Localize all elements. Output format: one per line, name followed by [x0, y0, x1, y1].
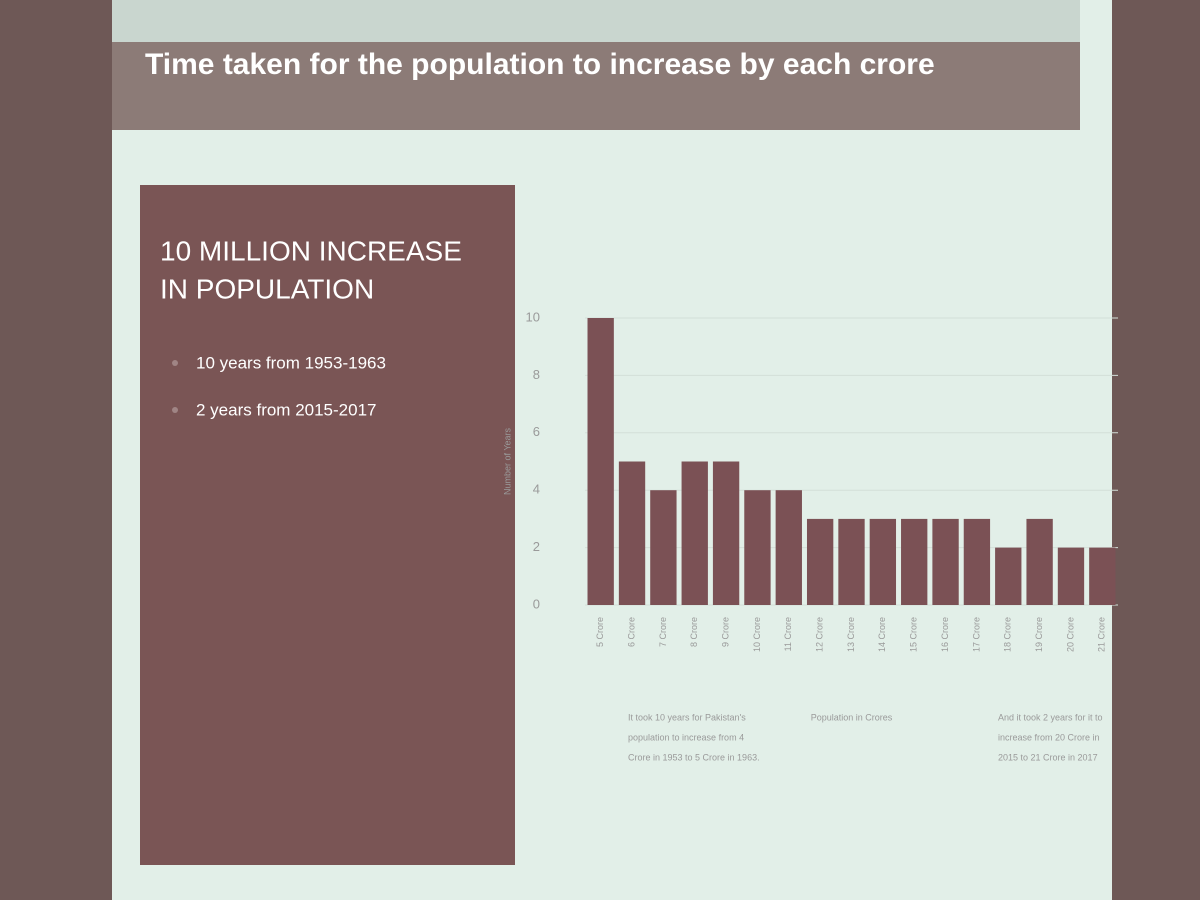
annotation: And it took 2 years for it to: [998, 712, 1103, 722]
bullet: 10 years from 1953-1963: [196, 353, 386, 372]
x-tick-label: 18 Crore: [1003, 617, 1013, 652]
x-tick-label: 6 Crore: [626, 617, 636, 647]
left-panel: [140, 185, 515, 865]
x-tick-label: 19 Crore: [1034, 617, 1044, 652]
bar: [932, 518, 959, 605]
y-tick-label: 2: [533, 539, 540, 554]
x-tick-label: 14 Crore: [877, 617, 887, 652]
y-axis-label: Number of Years: [502, 427, 512, 495]
x-tick-label: 9 Crore: [720, 617, 730, 647]
bar: [618, 461, 646, 605]
bullet-dot: [172, 407, 178, 413]
bar: [587, 318, 614, 605]
bar: [1057, 547, 1085, 605]
bar: [681, 461, 708, 605]
y-tick-label: 8: [533, 367, 540, 382]
slide-title: Time taken for the population to increas…: [145, 48, 935, 81]
bar: [869, 518, 897, 605]
annotation: 2015 to 21 Crore in 2017: [998, 752, 1098, 762]
y-tick-label: 4: [533, 482, 540, 497]
bullet: 2 years from 2015-2017: [196, 400, 377, 419]
x-axis-label: Population in Crores: [811, 712, 893, 722]
x-tick-label: 15 Crore: [909, 617, 919, 652]
x-tick-label: 17 Crore: [971, 617, 981, 652]
bar: [1089, 547, 1116, 605]
bar: [963, 518, 991, 605]
x-tick-label: 7 Crore: [658, 617, 668, 647]
x-tick-label: 12 Crore: [815, 617, 825, 652]
x-tick-label: 21 Crore: [1097, 617, 1107, 652]
x-tick-label: 20 Crore: [1065, 617, 1075, 652]
chart: 0 2 4 6 8 10 Number of Years 5 Crore 6 Crore 7 Cr…: [502, 309, 1118, 762]
x-tick-label: 11 Crore: [783, 617, 793, 651]
y-tick-label: 10: [526, 309, 540, 324]
x-tick-label: 8 Crore: [689, 617, 699, 647]
bar: [775, 490, 802, 605]
annotation: increase from 20 Crore in: [998, 732, 1100, 742]
annotation: It took 10 years for Pakistan's: [628, 712, 746, 722]
bar: [995, 547, 1022, 605]
panel-heading: 10 MILLION INCREASE: [160, 235, 462, 266]
annotation: population to increase from 4: [628, 732, 744, 742]
bar: [650, 490, 677, 605]
bar: [901, 518, 928, 605]
bullet-dot: [172, 360, 178, 366]
y-tick-label: 0: [533, 596, 540, 611]
bar: [712, 461, 740, 605]
x-tick-label: 16 Crore: [940, 617, 950, 652]
bar: [1026, 518, 1053, 605]
x-tick-label: 10 Crore: [752, 617, 762, 652]
x-tick-label: 13 Crore: [846, 617, 856, 652]
bar: [838, 518, 865, 605]
x-tick-label: 5 Crore: [595, 617, 605, 647]
header-top: [112, 0, 1080, 42]
y-tick-label: 6: [533, 424, 540, 439]
panel-heading: IN POPULATION: [160, 273, 374, 304]
bar: [744, 490, 771, 605]
bar: [806, 518, 834, 605]
annotation: Crore in 1953 to 5 Crore in 1963.: [628, 752, 760, 762]
